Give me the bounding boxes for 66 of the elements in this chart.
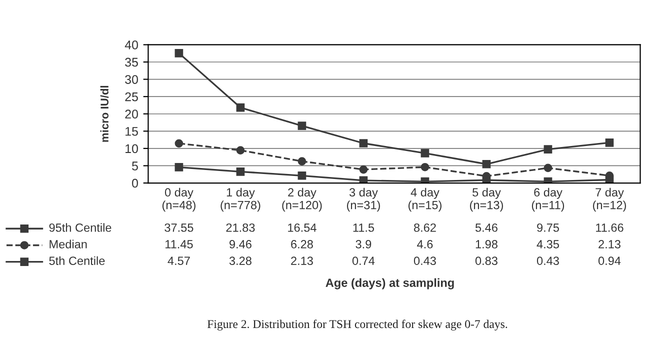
- data-label: 0.94: [598, 256, 621, 265]
- point: [420, 149, 430, 158]
- point: [236, 103, 245, 112]
- data-label: 11.5: [353, 224, 374, 232]
- x-tick-label: 6 day (n=11): [532, 188, 564, 212]
- data-label: 37.55: [164, 223, 194, 232]
- point: [544, 145, 552, 154]
- y-tick-label: 25: [125, 92, 138, 102]
- y-tick-label: 15: [126, 127, 138, 136]
- point: [359, 165, 368, 174]
- data-label: 9.75: [537, 223, 559, 232]
- x-tick-label: 2 day (n=120): [282, 188, 322, 212]
- data-label: 2.13: [291, 256, 313, 265]
- point: [298, 122, 306, 130]
- y-tick-label: 40: [124, 40, 138, 50]
- data-label: 3.28: [229, 256, 252, 265]
- legend-label: 95th Centile: [49, 223, 112, 232]
- x-tick-label: 1 day (n=778): [220, 188, 260, 212]
- point: [544, 164, 552, 172]
- legend-label: 5th Centile: [49, 256, 105, 265]
- data-label: 9.46: [230, 240, 252, 248]
- text: Age (days) at sampling: [326, 278, 454, 290]
- point: [605, 176, 614, 184]
- point: [236, 168, 245, 176]
- data-label: 11.66: [596, 223, 624, 232]
- data-label: 0.83: [475, 256, 498, 265]
- x-tick-label: 7 day (n=12): [593, 188, 626, 212]
- data-label: 1.98: [476, 240, 498, 248]
- x-tick-label: 3 day (n=31): [346, 188, 380, 212]
- data-label: 3.9: [356, 240, 372, 248]
- point: [298, 157, 306, 166]
- point: [298, 171, 306, 180]
- data-label: 0.43: [414, 256, 436, 265]
- point: [174, 49, 184, 58]
- data-label: 0.74: [352, 256, 375, 265]
- data-label: 21.83: [226, 223, 255, 232]
- caption: Figure 2. Distribution for TSH corrected for skew age 0-7 days.: [207, 320, 508, 331]
- data-label: 0.43: [536, 256, 559, 265]
- x-tick-label: 5 day (n=13): [470, 188, 503, 212]
- data-label: 8.62: [414, 223, 436, 232]
- y-tick-label: 5: [132, 162, 138, 170]
- y-tick-label: 20: [125, 110, 138, 119]
- y-tick-label: 30: [125, 75, 138, 84]
- y-axis-title: micro IU/dl: [100, 86, 109, 142]
- data-label: 4.35: [536, 240, 559, 248]
- data-label: 11.45: [166, 240, 193, 248]
- point: [174, 139, 184, 148]
- point: [605, 138, 614, 147]
- point: [359, 139, 368, 148]
- data-label: 4.57: [168, 256, 190, 265]
- data-label: 16.54: [288, 223, 316, 232]
- x-tick-label: 4 day (n=15): [408, 188, 442, 212]
- point: [420, 162, 430, 172]
- y-tick-label: 35: [125, 58, 138, 67]
- point: [482, 160, 491, 168]
- legend-label: Median: [50, 240, 87, 248]
- y-tick-label: 0: [132, 178, 138, 188]
- data-label: 6.28: [291, 240, 313, 248]
- x-tick-label: 0 day (n=48): [162, 188, 196, 212]
- data-label: 5.46: [475, 223, 498, 232]
- data-label: 2.13: [598, 240, 620, 248]
- point: [482, 176, 491, 184]
- point: [236, 146, 245, 154]
- data-label: 4.6: [417, 240, 433, 248]
- point: [174, 163, 184, 172]
- y-tick-label: 10: [126, 144, 138, 154]
